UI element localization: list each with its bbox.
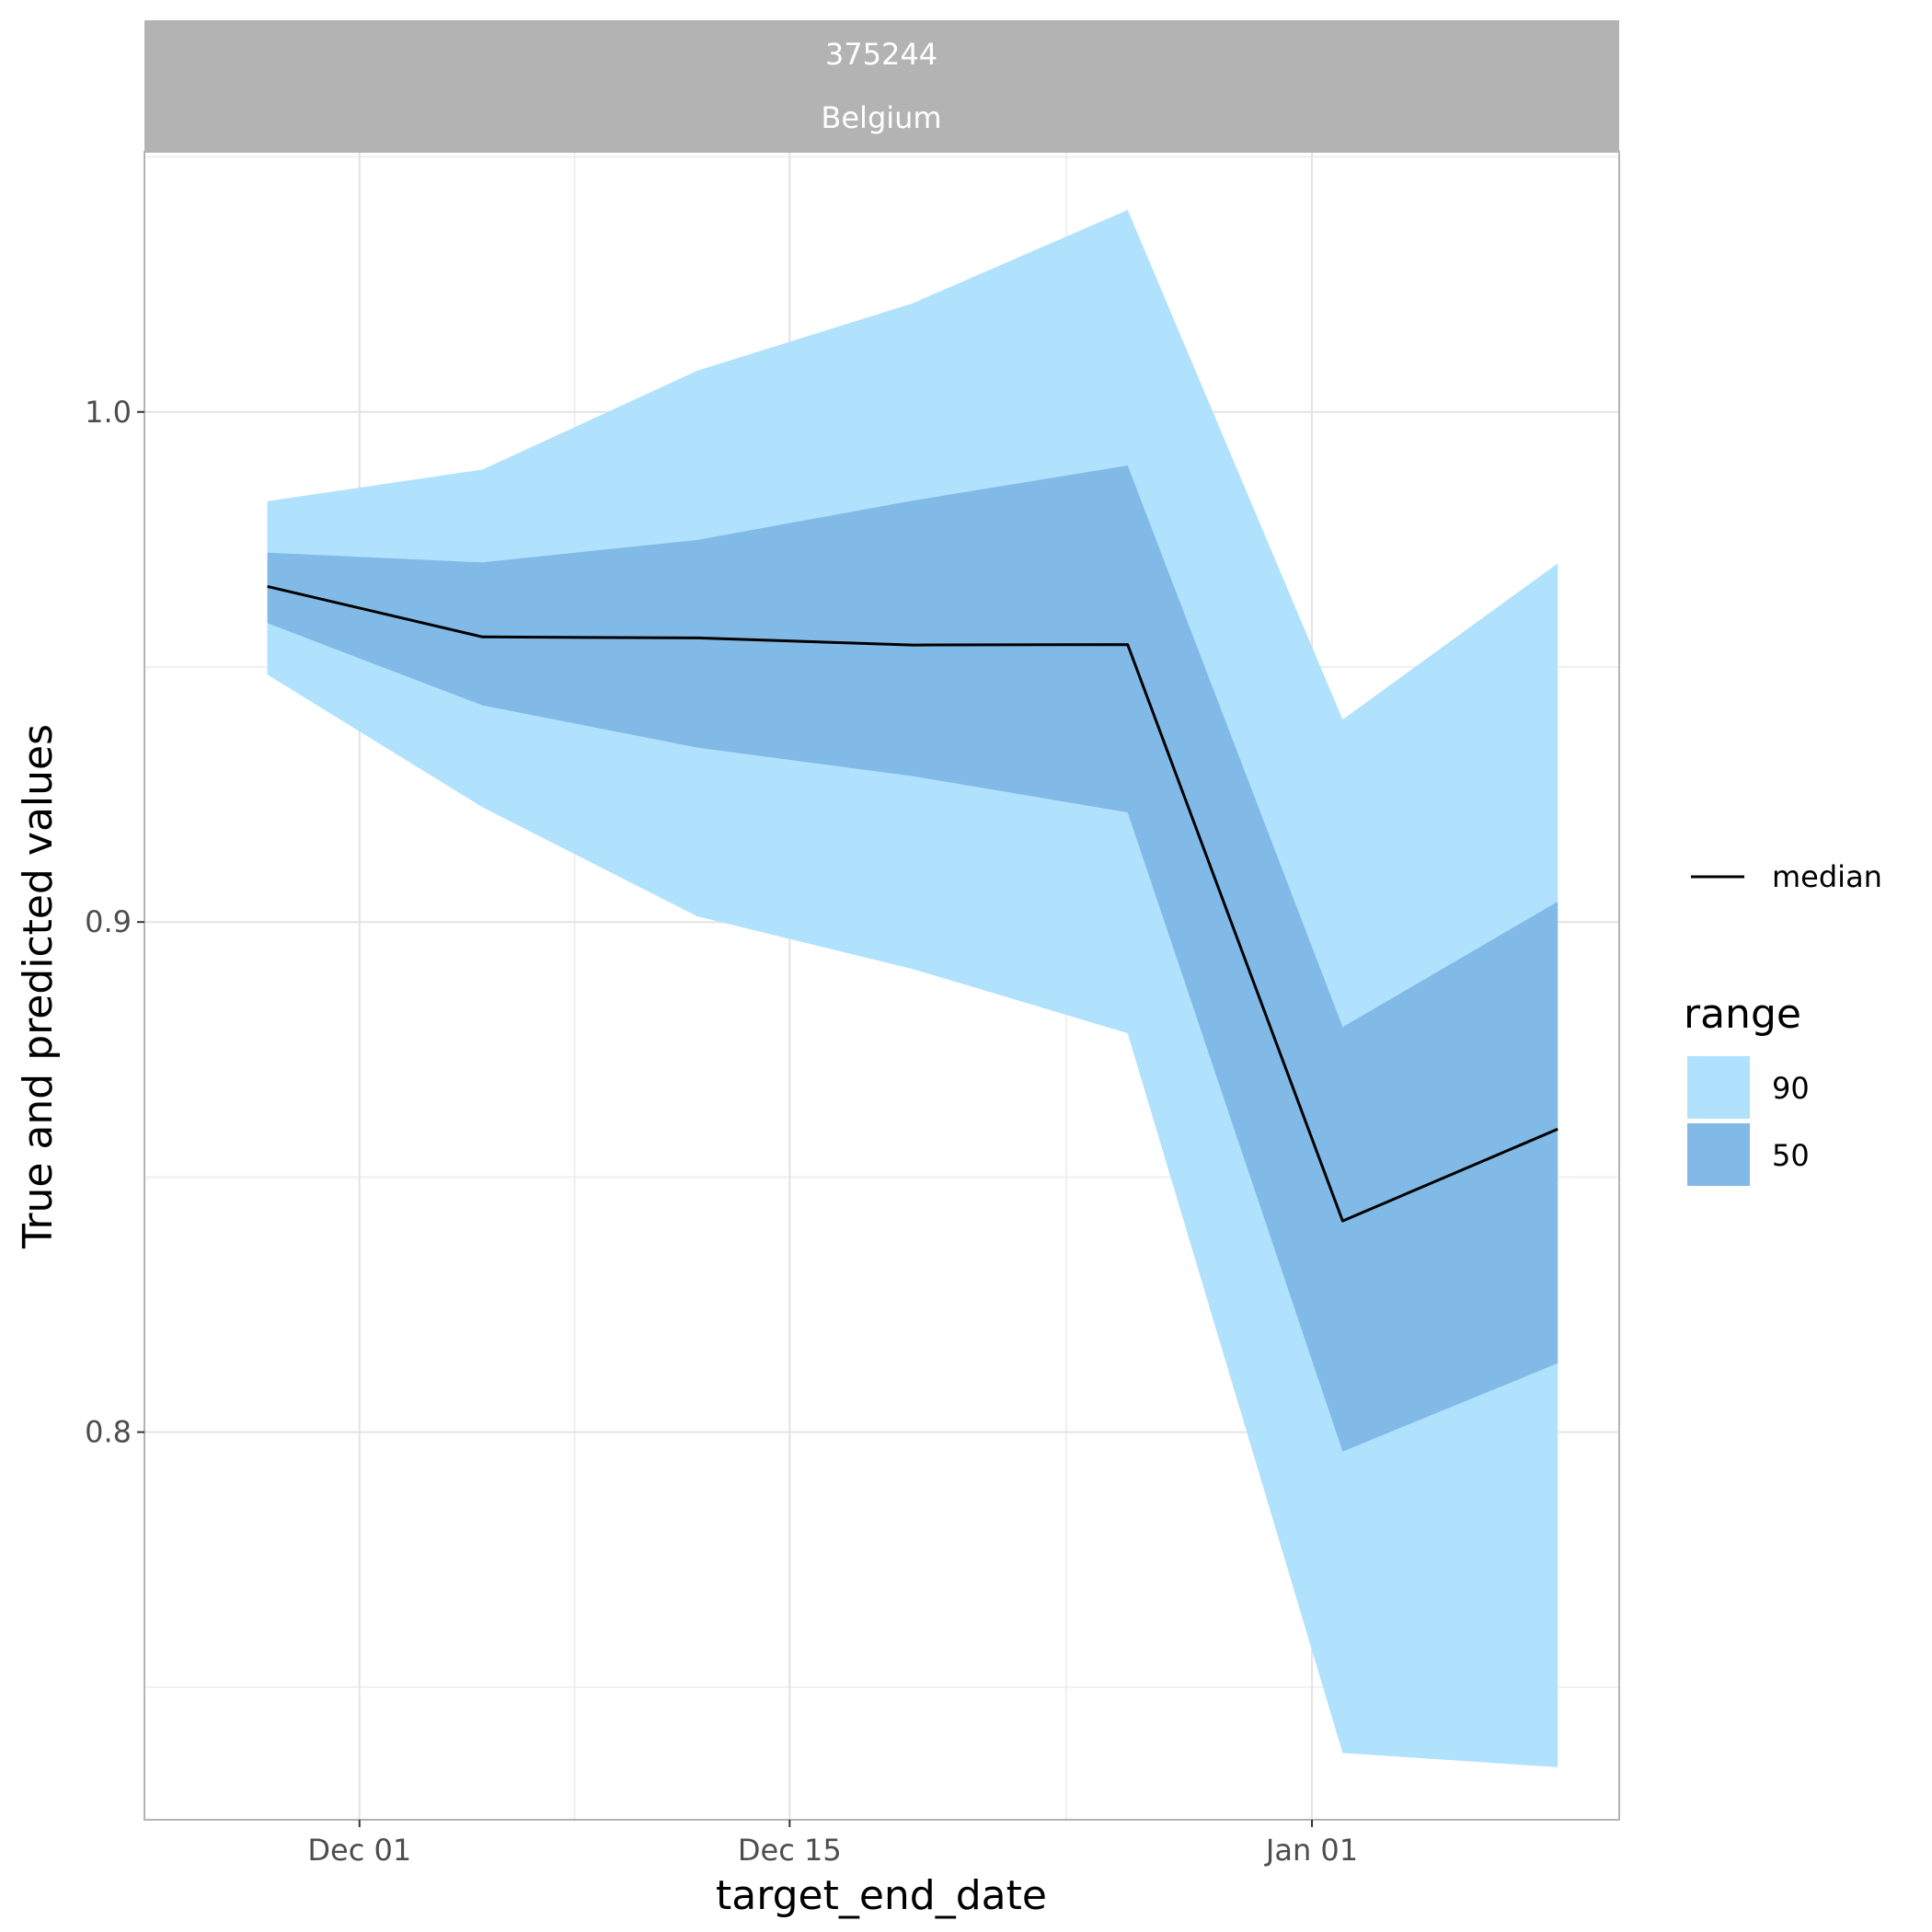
y-axis: 0.8 0.9 1.0 [85, 395, 144, 1450]
legend-label-90: 90 [1772, 1071, 1810, 1106]
legend-key-90 [1687, 1056, 1750, 1119]
legend-key-50 [1687, 1123, 1750, 1186]
legend-label-50: 50 [1772, 1138, 1810, 1173]
median-series [267, 584, 1558, 1223]
x-tick-label-0: Dec 01 [307, 1833, 411, 1868]
x-axis-title: target_end_date [716, 1872, 1047, 1919]
legend: median range 90 50 [1684, 859, 1882, 1186]
legend-median-label: median [1772, 859, 1882, 894]
x-axis: Dec 01 Dec 15 Jan 01 [307, 1820, 1358, 1868]
x-tick-label-1: Dec 15 [738, 1833, 842, 1868]
range-band-50 [267, 466, 1558, 1452]
panel-strip: 375244 Belgium [144, 20, 1619, 152]
y-tick-label-0: 0.8 [85, 1415, 132, 1450]
y-tick-label-2: 1.0 [85, 395, 132, 430]
prediction-ranges [267, 210, 1558, 1767]
panel-border [144, 151, 1620, 1821]
x-tick-label-2: Jan 01 [1264, 1833, 1358, 1868]
legend-range-title: range [1684, 991, 1801, 1038]
strip-id-label: 375244 [825, 37, 937, 72]
y-tick-label-1: 0.9 [85, 904, 132, 939]
strip-background [144, 20, 1619, 152]
median-line [267, 584, 1558, 1223]
strip-location-label: Belgium [821, 100, 941, 135]
y-axis-title: True and predicted values [15, 724, 62, 1249]
